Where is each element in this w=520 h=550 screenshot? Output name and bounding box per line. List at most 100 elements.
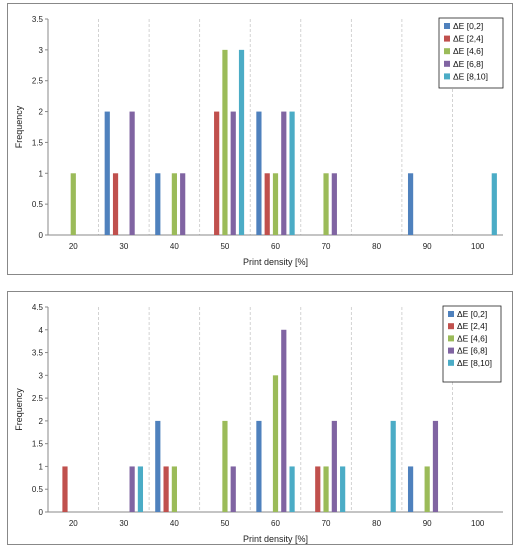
x-axis-title: Print density [%] bbox=[243, 534, 308, 544]
chart-panel-bottom: 0 0.5 1 1.5 2 2.5 3 3.5 4 4.5 20 30 40 50 60 70 80 90 100 P… bbox=[7, 291, 513, 545]
y-tick-label: 2.5 bbox=[32, 394, 44, 403]
legend-label: ΔE [0,2] bbox=[453, 21, 483, 31]
bar bbox=[180, 173, 186, 235]
legend-label: ΔE [2,4] bbox=[453, 34, 483, 44]
y-tick-label: 1.5 bbox=[32, 440, 44, 449]
y-tick-label: 3 bbox=[39, 46, 44, 55]
legend-swatch bbox=[444, 23, 450, 29]
x-tick-label: 20 bbox=[69, 242, 78, 251]
y-tick-label: 3.5 bbox=[32, 349, 44, 358]
legend-swatch bbox=[444, 60, 450, 67]
legend-label: ΔE [6,8] bbox=[453, 59, 483, 69]
chart-bottom: 0 0.5 1 1.5 2 2.5 3 3.5 4 4.5 20 30 40 50 60 70 80 90 100 P… bbox=[14, 303, 503, 544]
bar bbox=[238, 49, 245, 235]
bar bbox=[281, 111, 287, 235]
legend-swatch bbox=[444, 73, 450, 80]
y-tick-label: 1 bbox=[39, 462, 44, 471]
bar bbox=[104, 111, 110, 235]
bar bbox=[491, 173, 497, 235]
x-tick-label: 90 bbox=[423, 242, 432, 251]
x-tick-label: 80 bbox=[372, 519, 381, 528]
y-tick-label: 3 bbox=[39, 371, 44, 380]
bar bbox=[155, 420, 161, 512]
y-tick-label: 2 bbox=[39, 108, 44, 117]
x-tick-label: 70 bbox=[322, 519, 331, 528]
x-tick-label: 100 bbox=[471, 242, 485, 251]
legend-label: ΔE [4,6] bbox=[453, 46, 483, 56]
bar bbox=[171, 173, 177, 235]
bar bbox=[390, 420, 396, 512]
bar bbox=[70, 173, 76, 235]
y-tick-label: 4.5 bbox=[32, 303, 44, 312]
bar bbox=[256, 420, 262, 512]
bar bbox=[315, 466, 321, 512]
bar bbox=[289, 111, 295, 235]
legend-swatch bbox=[444, 48, 450, 55]
bar bbox=[272, 375, 279, 512]
x-axis-title: Print density [%] bbox=[243, 257, 308, 267]
x-tick-label: 40 bbox=[170, 242, 179, 251]
legend-label: ΔE [2,4] bbox=[457, 321, 487, 331]
y-tick-label: 0 bbox=[39, 508, 44, 517]
bar bbox=[407, 173, 414, 235]
legend-box bbox=[442, 305, 502, 383]
x-tick-label: 40 bbox=[170, 519, 179, 528]
bar bbox=[256, 111, 262, 235]
bar bbox=[340, 466, 346, 512]
bar bbox=[264, 173, 270, 235]
x-tick-label: 50 bbox=[220, 519, 229, 528]
chart-top: 0 0.5 1 1.5 2 2.5 3 3.5 20 30 40 50 60 70 80 90 100 Print… bbox=[14, 15, 504, 267]
y-tick-label: 2.5 bbox=[32, 77, 44, 86]
x-tick-label: 30 bbox=[119, 519, 128, 528]
bar bbox=[129, 466, 135, 512]
bar bbox=[323, 466, 329, 512]
bar bbox=[214, 111, 220, 235]
y-tick-label: 1.5 bbox=[32, 138, 44, 147]
bar bbox=[230, 466, 236, 512]
bar bbox=[323, 173, 329, 235]
y-tick-label: 0 bbox=[39, 231, 44, 240]
x-tick-label: 50 bbox=[220, 242, 229, 251]
legend-label: ΔE [0,2] bbox=[457, 309, 487, 319]
y-tick-label: 1 bbox=[39, 169, 44, 178]
x-tick-label: 60 bbox=[271, 242, 280, 251]
x-tick-label: 30 bbox=[119, 242, 128, 251]
x-tick-label: 60 bbox=[271, 519, 280, 528]
legend-swatch bbox=[448, 323, 454, 330]
y-tick-label: 0.5 bbox=[32, 485, 44, 494]
bar bbox=[432, 420, 439, 512]
y-tick-label: 3.5 bbox=[32, 15, 44, 24]
legend-swatch bbox=[448, 359, 454, 366]
bar bbox=[407, 466, 414, 512]
legend-swatch bbox=[448, 335, 454, 342]
bar bbox=[163, 466, 169, 512]
legend-label: ΔE [8,10] bbox=[457, 358, 492, 368]
x-tick-label: 90 bbox=[423, 519, 432, 528]
bar bbox=[230, 111, 236, 235]
legend-label: ΔE [6,8] bbox=[457, 346, 487, 356]
x-tick-label: 20 bbox=[69, 519, 78, 528]
bar bbox=[112, 173, 119, 235]
x-tick-label: 100 bbox=[471, 519, 485, 528]
bar bbox=[155, 173, 161, 235]
legend-swatch bbox=[448, 311, 454, 317]
bar bbox=[129, 111, 135, 235]
legend-label: ΔE [4,6] bbox=[457, 333, 487, 343]
bar bbox=[281, 329, 287, 512]
bar bbox=[289, 466, 295, 512]
y-tick-label: 0.5 bbox=[32, 200, 44, 209]
bar bbox=[171, 466, 177, 512]
bar bbox=[222, 49, 228, 235]
x-tick-label: 70 bbox=[322, 242, 331, 251]
y-tick-label: 4 bbox=[39, 326, 44, 335]
legend-swatch bbox=[444, 35, 450, 42]
bar bbox=[137, 466, 144, 512]
x-tick-label: 80 bbox=[372, 242, 381, 251]
bar bbox=[331, 420, 337, 512]
y-axis-title: Frequency bbox=[14, 388, 24, 431]
bar bbox=[222, 420, 228, 512]
legend-swatch bbox=[448, 347, 454, 354]
bar bbox=[424, 466, 430, 512]
bar bbox=[331, 173, 337, 235]
bar bbox=[272, 173, 279, 235]
